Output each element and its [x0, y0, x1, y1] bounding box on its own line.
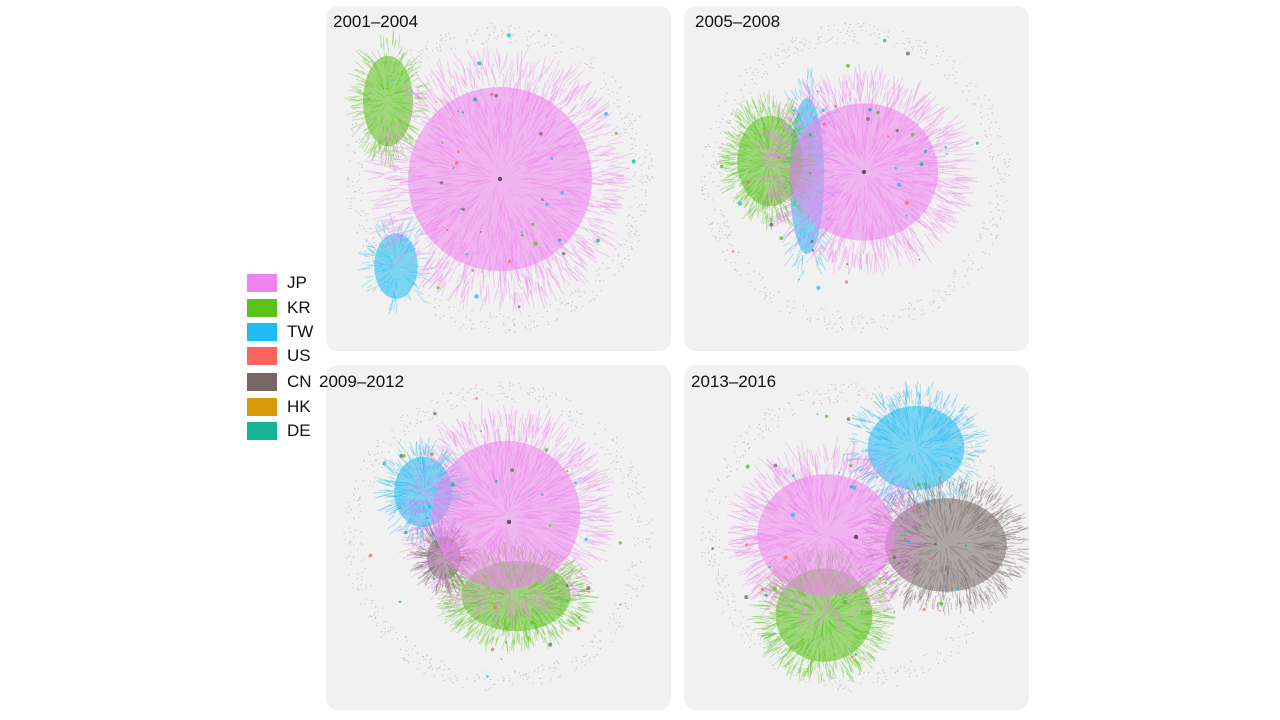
- network-graph: [684, 6, 1029, 351]
- legend-item-tw: TW: [247, 321, 327, 343]
- network-graph: [326, 6, 671, 351]
- panel-title: 2013–2016: [691, 372, 776, 392]
- hub-node: [862, 170, 866, 174]
- legend-item-cn: CN: [247, 371, 327, 393]
- legend-swatch-jp: [247, 274, 277, 292]
- legend-item-hk: HK: [247, 396, 327, 418]
- legend-swatch-hk: [247, 398, 277, 416]
- legend-label-tw: TW: [287, 322, 313, 342]
- legend-label-kr: KR: [287, 298, 311, 318]
- legend-label-de: DE: [287, 421, 311, 441]
- hub-node: [854, 535, 858, 539]
- legend-label-hk: HK: [287, 397, 311, 417]
- legend-swatch-cn: [247, 373, 277, 391]
- legend-item-de: DE: [247, 420, 327, 442]
- legend-swatch-de: [247, 422, 277, 440]
- legend-swatch-kr: [247, 299, 277, 317]
- legend-swatch-us: [247, 347, 277, 365]
- legend-label-cn: CN: [287, 372, 312, 392]
- legend-item-kr: KR: [247, 297, 327, 319]
- legend-label-jp: JP: [287, 273, 307, 293]
- network-panel-2001-2004: 2001–2004: [326, 6, 671, 351]
- panel-title: 2009–2012: [319, 372, 404, 392]
- network-graph: [684, 365, 1029, 710]
- legend-item-jp: JP: [247, 272, 327, 294]
- hub-node: [498, 177, 502, 181]
- panel-title: 2005–2008: [695, 12, 780, 32]
- hub-node: [507, 520, 511, 524]
- network-panel-2009-2012: 2009–2012: [326, 365, 671, 710]
- network-panel-2013-2016: 2013–2016: [684, 365, 1029, 710]
- network-graph: [326, 365, 671, 710]
- panel-title: 2001–2004: [333, 12, 418, 32]
- legend-item-us: US: [247, 345, 327, 367]
- legend-swatch-tw: [247, 323, 277, 341]
- network-panel-2005-2008: 2005–2008: [684, 6, 1029, 351]
- legend-label-us: US: [287, 346, 311, 366]
